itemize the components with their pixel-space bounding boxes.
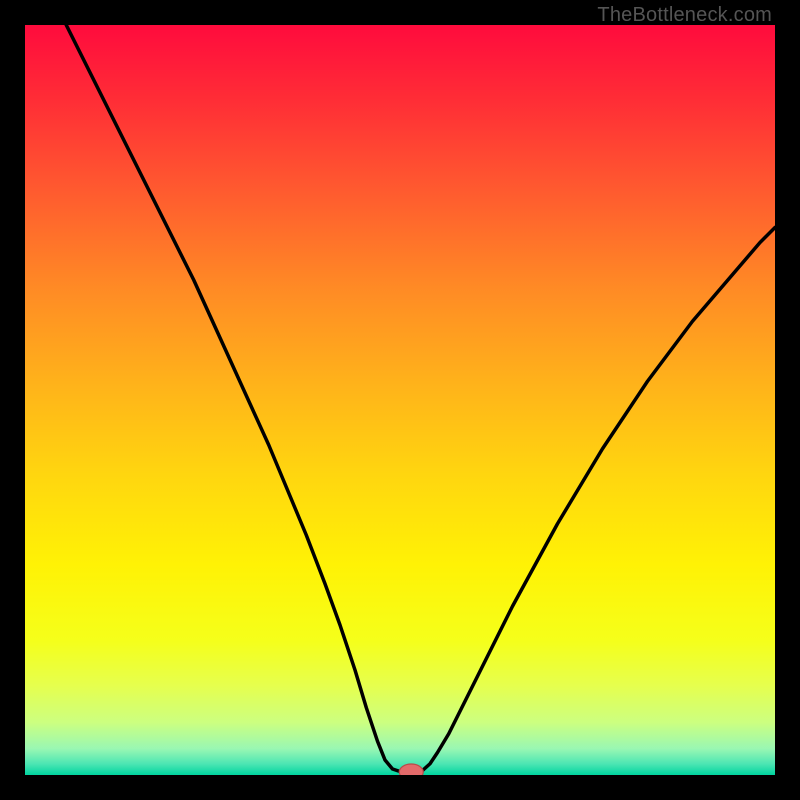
border-right <box>775 0 800 800</box>
border-left <box>0 0 25 800</box>
bottleneck-chart <box>0 0 800 800</box>
plot-background <box>25 25 775 775</box>
watermark-text: TheBottleneck.com <box>597 4 772 27</box>
border-bottom <box>0 775 800 800</box>
